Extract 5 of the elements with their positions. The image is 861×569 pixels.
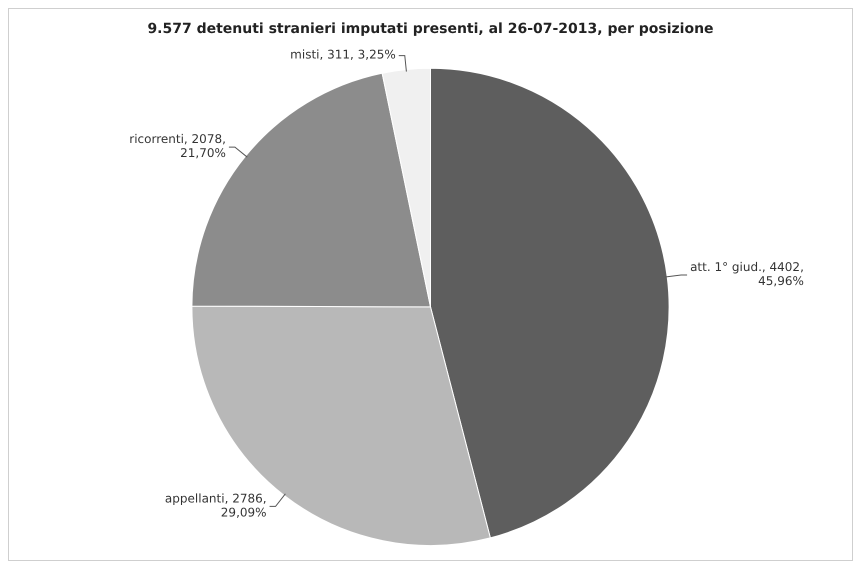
slice-label: appellanti, 2786, 29,09% (164, 492, 267, 520)
slice-label: misti, 311, 3,25% (290, 48, 396, 62)
chart-title: 9.577 detenuti stranieri imputati presenti, al 26-07-2013, per posizione (147, 21, 714, 38)
slice-label: att. 1° giud., 4402, 45,96% (690, 260, 804, 288)
slice-label: ricorrenti, 2078, 21,70% (129, 132, 226, 160)
